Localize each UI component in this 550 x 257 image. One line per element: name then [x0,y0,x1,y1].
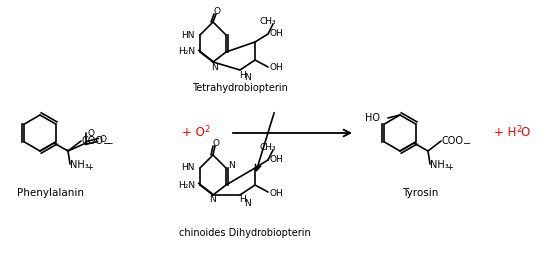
Text: + O: + O [182,126,205,140]
Text: H: H [239,70,245,79]
Text: chinoides Dihydrobiopterin: chinoides Dihydrobiopterin [179,228,311,238]
Text: Tetrahydrobiopterin: Tetrahydrobiopterin [192,83,288,93]
Text: −: − [463,139,471,149]
Text: HN: HN [182,163,195,172]
Text: H₂N: H₂N [178,180,195,189]
Text: COO: COO [82,136,104,146]
Text: 2: 2 [205,125,210,134]
Text: Tyrosin: Tyrosin [402,188,438,198]
Text: +: + [86,163,93,172]
Text: N: N [244,74,251,82]
Text: Phenylalanin: Phenylalanin [16,188,84,198]
Text: OH: OH [269,188,283,197]
Text: O: O [100,135,107,144]
Text: CH₃: CH₃ [260,143,276,152]
Text: H: H [239,196,245,205]
Text: + H: + H [494,126,516,140]
Text: NH₃: NH₃ [70,160,89,170]
Text: HN: HN [182,31,195,40]
Text: CH₃: CH₃ [260,17,276,26]
Text: OH: OH [269,155,283,164]
Text: −: − [103,139,111,149]
Text: −: − [105,139,113,148]
Text: OH: OH [269,30,283,39]
Text: N: N [210,196,216,205]
Text: N: N [244,198,251,207]
Text: O: O [213,7,221,16]
Text: O: O [520,126,530,140]
Text: OH: OH [269,63,283,72]
Text: N: N [211,62,217,71]
Text: O: O [87,128,94,137]
Text: N: N [228,161,235,170]
Text: HO: HO [365,113,380,123]
Text: 2: 2 [516,125,521,134]
Text: O: O [212,140,219,149]
Text: •: • [65,148,69,154]
Text: H₂N: H₂N [178,48,195,57]
Text: COO: COO [442,136,464,146]
Text: +: + [446,163,453,172]
Text: NH₃: NH₃ [430,160,449,170]
